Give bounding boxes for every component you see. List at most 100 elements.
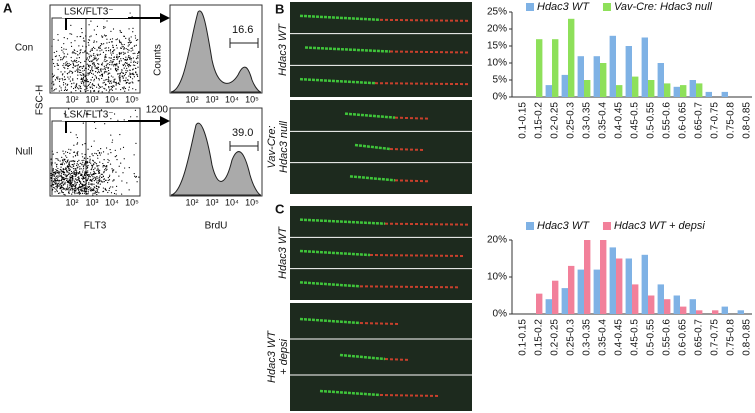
dot bbox=[132, 31, 134, 33]
dot bbox=[99, 44, 102, 47]
dot bbox=[106, 20, 108, 22]
bar bbox=[689, 299, 696, 314]
dot bbox=[60, 89, 63, 91]
dot bbox=[101, 86, 103, 88]
dot bbox=[68, 62, 70, 65]
dot bbox=[66, 62, 68, 65]
dot bbox=[78, 88, 80, 90]
dot bbox=[83, 40, 85, 42]
dot bbox=[59, 186, 61, 188]
dot bbox=[71, 160, 73, 162]
dot bbox=[130, 61, 132, 63]
dot bbox=[129, 12, 131, 14]
dot bbox=[77, 164, 79, 166]
dot bbox=[84, 172, 86, 174]
dot bbox=[105, 169, 107, 171]
dot bbox=[98, 84, 100, 86]
dot bbox=[71, 52, 73, 54]
dot bbox=[96, 189, 98, 191]
x-tick-label: 0.15-0.2 bbox=[534, 102, 545, 139]
dot bbox=[89, 172, 92, 174]
dot bbox=[51, 150, 53, 152]
dot bbox=[112, 61, 114, 63]
dot bbox=[56, 63, 58, 65]
dot bbox=[132, 88, 134, 90]
dot bbox=[102, 151, 105, 153]
dot bbox=[111, 171, 114, 173]
dot bbox=[94, 193, 96, 195]
dot bbox=[104, 26, 106, 28]
dot bbox=[113, 49, 116, 51]
dot bbox=[107, 161, 109, 164]
fiber-red bbox=[384, 222, 471, 226]
condition-label: Null bbox=[15, 147, 32, 158]
dot bbox=[89, 71, 92, 73]
dot bbox=[106, 78, 108, 81]
dot bbox=[78, 69, 80, 71]
dot bbox=[55, 188, 57, 190]
dot bbox=[74, 174, 76, 176]
dot bbox=[117, 57, 119, 59]
dot bbox=[124, 65, 127, 67]
label-bg bbox=[62, 6, 128, 18]
fiber-red bbox=[359, 322, 401, 325]
dot bbox=[115, 68, 117, 70]
dot bbox=[70, 170, 73, 173]
dot bbox=[133, 173, 135, 175]
dot bbox=[67, 184, 69, 186]
dot bbox=[110, 30, 112, 32]
dot bbox=[65, 160, 67, 163]
dot bbox=[104, 88, 106, 90]
dot bbox=[83, 157, 85, 159]
dot bbox=[88, 44, 90, 46]
legend-label: Vav-Cre: Hdac3 null bbox=[614, 1, 713, 13]
dot bbox=[95, 33, 97, 36]
dot bbox=[85, 113, 87, 115]
dot bbox=[128, 167, 130, 169]
dot bbox=[91, 189, 93, 192]
dot bbox=[74, 187, 76, 189]
dot bbox=[78, 186, 80, 188]
dot bbox=[103, 43, 105, 45]
dot bbox=[126, 81, 128, 84]
dot bbox=[73, 52, 75, 54]
dot bbox=[82, 74, 85, 76]
dot bbox=[89, 50, 91, 53]
dot bbox=[107, 179, 109, 181]
dot bbox=[53, 187, 56, 189]
dot bbox=[114, 63, 116, 65]
dot bbox=[130, 73, 132, 75]
y-tick-label: 15% bbox=[487, 41, 507, 52]
dot bbox=[89, 64, 91, 67]
dot bbox=[96, 49, 98, 51]
dot bbox=[109, 88, 111, 91]
dot bbox=[87, 42, 89, 44]
dot bbox=[83, 177, 86, 179]
dot bbox=[65, 89, 68, 92]
dot bbox=[107, 158, 109, 161]
dot bbox=[127, 70, 129, 72]
dot bbox=[104, 47, 106, 49]
dot bbox=[88, 73, 90, 75]
dot bbox=[62, 79, 64, 81]
dot bbox=[135, 89, 137, 91]
dot bbox=[120, 162, 122, 164]
bar bbox=[648, 295, 655, 314]
dot bbox=[74, 70, 76, 72]
dot bbox=[76, 152, 78, 154]
dot bbox=[83, 79, 86, 81]
dot bbox=[96, 41, 98, 43]
dot bbox=[74, 185, 76, 187]
dot bbox=[82, 165, 85, 167]
bar bbox=[609, 247, 616, 314]
dot bbox=[77, 54, 79, 56]
dot bbox=[128, 28, 130, 30]
dot bbox=[69, 70, 71, 72]
image-label: Hdac3 WT bbox=[277, 226, 289, 279]
dot bbox=[57, 172, 59, 174]
dot bbox=[103, 79, 105, 81]
dot bbox=[65, 56, 67, 58]
dot bbox=[101, 77, 103, 80]
axis-label: BrdU bbox=[205, 221, 228, 232]
dot bbox=[98, 79, 100, 81]
